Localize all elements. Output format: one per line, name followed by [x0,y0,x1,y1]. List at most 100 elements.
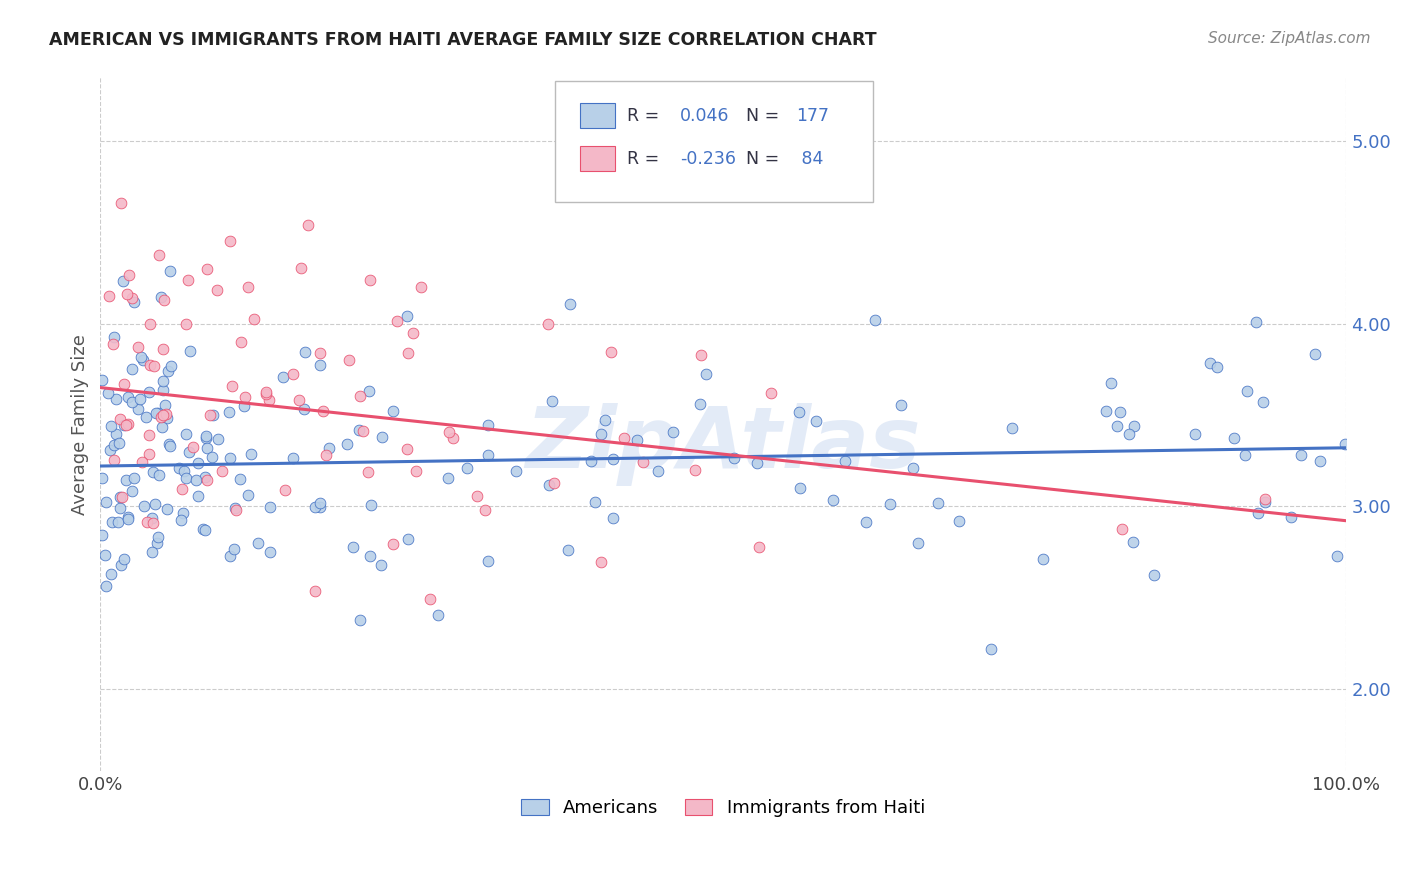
Point [90,471,112,485]
Point [259,500,281,515]
Point [370,558,392,573]
Point [152,343,174,357]
Point [157,436,180,450]
Point [132,353,155,368]
Point [153,293,176,308]
Point [152,408,174,422]
Point [146,530,169,544]
Point [465,489,488,503]
Point [602,451,624,466]
Point [1223,431,1246,445]
Point [110,196,132,211]
Point [98,289,121,303]
Point [903,461,925,475]
Point [1233,448,1256,462]
Point [128,392,150,406]
Point [402,326,425,340]
Point [104,427,127,442]
Point [613,431,636,445]
Point [1122,534,1144,549]
Point [121,291,143,305]
Point [110,558,132,573]
Point [129,350,152,364]
Point [304,500,326,514]
Point [135,409,157,424]
Point [309,359,332,373]
Point [855,516,877,530]
Point [304,584,326,599]
Point [723,451,745,466]
Point [274,483,297,497]
Point [647,464,669,478]
Point [152,383,174,397]
Point [187,456,209,470]
Point [948,514,970,528]
Point [396,532,419,546]
Point [169,461,191,475]
Text: R =: R = [627,106,665,125]
Point [349,389,371,403]
Point [477,448,499,462]
Point [174,317,197,331]
Point [541,394,564,409]
Point [689,397,711,411]
Point [1254,495,1277,509]
Point [170,482,193,496]
Point [172,506,194,520]
Point [97,386,120,401]
Point [352,425,374,439]
Point [218,451,240,466]
Y-axis label: Average Family Size: Average Family Size [72,334,89,515]
Point [1303,347,1326,361]
Point [288,392,311,407]
Point [1254,492,1277,507]
Point [107,515,129,529]
Point [100,419,122,434]
Point [419,591,441,606]
Point [141,544,163,558]
Point [179,344,201,359]
Point [138,384,160,399]
Point [207,432,229,446]
Point [1289,449,1312,463]
Point [297,219,319,233]
Point [823,492,845,507]
Point [94,549,117,563]
Point [231,335,253,350]
Point [1032,551,1054,566]
Point [411,279,433,293]
Point [342,540,364,554]
Point [557,542,579,557]
Point [787,405,810,419]
Point [112,274,135,288]
Point [538,477,561,491]
Point [927,496,949,510]
Point [134,500,156,514]
Point [108,412,131,426]
Point [395,309,418,323]
Legend: Americans, Immigrants from Haiti: Americans, Immigrants from Haiti [515,791,932,824]
Point [103,453,125,467]
Point [96,579,118,593]
Text: Source: ZipAtlas.com: Source: ZipAtlas.com [1208,31,1371,46]
Point [879,498,901,512]
Point [1184,427,1206,442]
Point [1094,404,1116,418]
Point [579,454,602,468]
Point [117,512,139,526]
Point [789,481,811,495]
Point [194,523,217,537]
Point [834,453,856,467]
Point [90,528,112,542]
Point [281,450,304,465]
Point [907,536,929,550]
Point [259,545,281,559]
Point [146,536,169,550]
Point [589,427,612,442]
Point [474,502,496,516]
Point [505,464,527,478]
Point [105,392,128,407]
Point [560,297,582,311]
Point [1001,421,1024,435]
Point [315,448,337,462]
